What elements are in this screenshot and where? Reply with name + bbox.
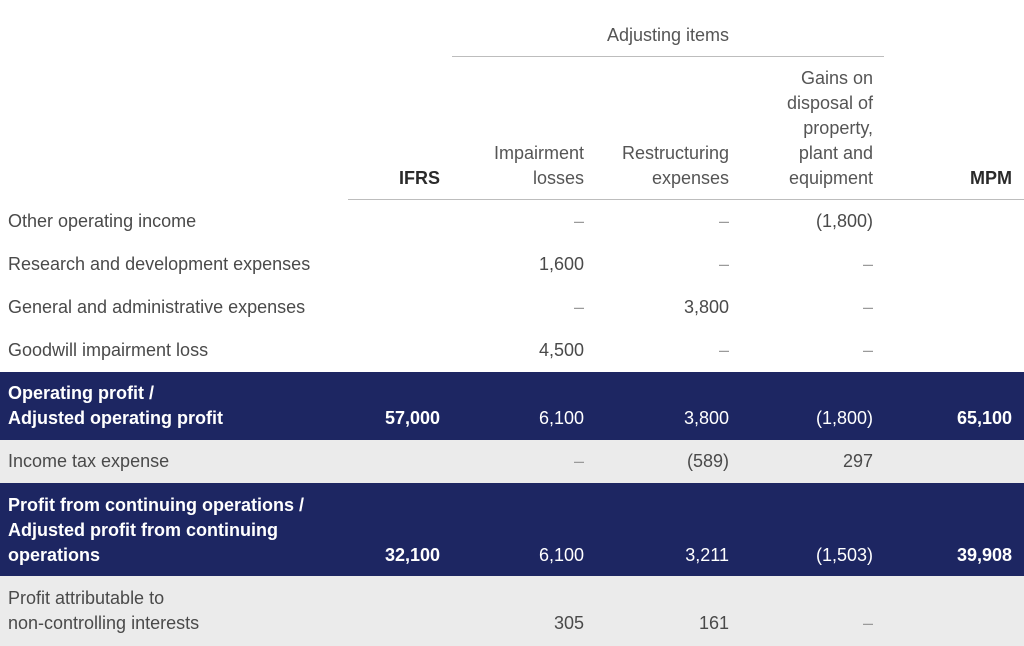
row-label-line2: non-controlling interests [8,613,200,633]
adjusting-items-rule [452,56,884,57]
cell-gains: (1,800) [815,211,873,231]
col-header-gains-line3: property, [803,118,873,138]
table-row: Goodwill impairment loss 4,500 – – [0,329,1024,372]
cell-mpm: 39,908 [956,545,1012,565]
row-label-line1: Profit from continuing operations / [8,495,304,515]
col-header-gains-line5: equipment [788,168,873,188]
cell-impairment: 6,100 [538,545,584,565]
cell-mpm: 65,100 [956,408,1012,428]
col-header-gains: Gains on disposal of property, plant and… [787,66,873,191]
col-header-gains-line1: Gains on [800,68,873,88]
col-header-impairment: Impairment losses [494,141,584,191]
row-label: General and administrative expenses [8,297,306,317]
cell-impairment: 305 [553,613,584,633]
cell-impairment: – [573,297,584,317]
cell-restructuring: 3,800 [683,297,729,317]
subtotal-row-continuing-operations: Profit from continuing operations / Adju… [0,483,1024,576]
col-header-restructuring-line1: Restructuring [621,143,729,163]
row-label-line2: Adjusted operating profit [8,408,223,428]
row-label-line3: operations [8,545,101,565]
cell-gains: (1,503) [815,545,873,565]
row-label: Research and development expenses [8,254,311,274]
col-header-gains-line2: disposal of [786,93,873,113]
row-label: Other operating income [8,211,197,231]
cell-gains: 297 [842,451,873,471]
col-header-restructuring: Restructuring expenses [622,141,729,191]
cell-gains: – [862,254,873,274]
cell-impairment: – [573,451,584,471]
table-row: General and administrative expenses – 3,… [0,286,1024,329]
cell-gains: (1,800) [815,408,873,428]
row-label: Income tax expense [8,451,170,471]
col-header-impairment-line2: losses [532,168,584,188]
row-label: Profit attributable to non-controlling i… [8,586,199,636]
cell-gains: – [862,613,873,633]
cell-restructuring: 3,211 [685,545,729,565]
cell-impairment: 4,500 [538,340,584,360]
cell-restructuring: – [718,254,729,274]
row-label-line1: Profit attributable to [8,588,165,608]
col-header-ifrs: IFRS [398,168,440,188]
cell-gains: – [862,297,873,317]
table-row: Profit attributable to non-controlling i… [0,576,1024,646]
cell-impairment: 6,100 [538,408,584,428]
table-row: Research and development expenses 1,600 … [0,243,1024,286]
cell-restructuring: 161 [698,613,729,633]
cell-restructuring: – [718,211,729,231]
adjusting-items-title: Adjusting items [606,25,730,45]
col-header-mpm: MPM [970,168,1012,188]
row-label-line1: Operating profit / [8,383,154,403]
cell-ifrs: 32,100 [384,545,440,565]
header-rule [348,199,1024,200]
subtotal-row-operating-profit: Operating profit / Adjusted operating pr… [0,372,1024,440]
col-header-restructuring-line2: expenses [651,168,729,188]
col-header-impairment-line1: Impairment [493,143,584,163]
cell-impairment: – [573,211,584,231]
cell-restructuring: 3,800 [683,408,729,428]
row-label: Goodwill impairment loss [8,340,209,360]
table-row: Other operating income – – (1,800) [0,200,1024,243]
cell-impairment: 1,600 [538,254,584,274]
table-row: Income tax expense – (589) 297 [0,440,1024,483]
cell-restructuring: (589) [686,451,729,471]
row-label-line2: Adjusted profit from continuing [8,520,278,540]
cell-restructuring: – [718,340,729,360]
row-label: Profit from continuing operations / Adju… [8,493,304,568]
row-label: Operating profit / Adjusted operating pr… [8,381,223,431]
cell-gains: – [862,340,873,360]
col-header-gains-line4: plant and [798,143,873,163]
cell-ifrs: 57,000 [384,408,440,428]
